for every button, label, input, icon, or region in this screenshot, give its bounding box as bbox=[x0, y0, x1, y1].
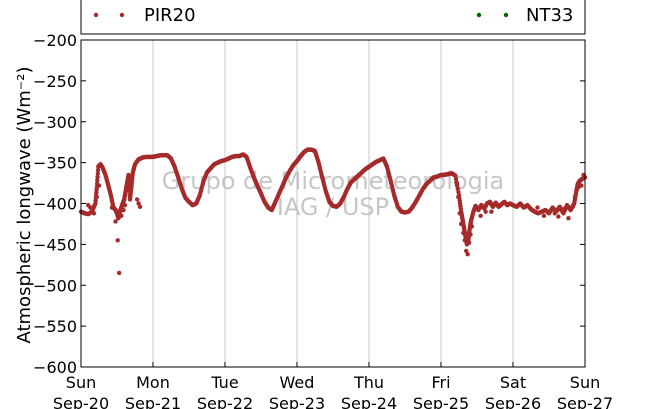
legend-marker-nt33 bbox=[503, 12, 509, 18]
y-axis: −200 −250 −300 −350 −400 −450 −500 −550 −600 bbox=[33, 31, 585, 377]
data-point-outlier bbox=[579, 183, 584, 188]
x-tick-day-label: Wed bbox=[280, 373, 315, 392]
y-tick-label: −200 bbox=[33, 31, 77, 50]
legend-marker-pir20 bbox=[119, 12, 125, 18]
legend-label-nt33: NT33 bbox=[526, 5, 573, 26]
x-tick-date-label: Sep-21 bbox=[125, 394, 181, 409]
x-tick-date-label: Sep-26 bbox=[485, 394, 541, 409]
x-tick-date-label: Sep-22 bbox=[197, 394, 253, 409]
data-point-outlier bbox=[121, 207, 126, 213]
data-point-outlier bbox=[562, 206, 568, 211]
data-point-pir20 bbox=[126, 172, 131, 178]
y-axis-title: Atmospheric longwave (Wm⁻²) bbox=[14, 66, 35, 343]
data-point-outlier bbox=[94, 194, 100, 200]
y-tick-label: −350 bbox=[33, 154, 77, 173]
data-point-outlier bbox=[113, 219, 118, 224]
legend-box bbox=[80, 0, 586, 35]
x-tick-date-label: Sep-25 bbox=[413, 394, 469, 409]
x-tick-day-label: Sat bbox=[500, 373, 526, 392]
y-tick-label: −600 bbox=[33, 358, 77, 377]
data-point-pir20 bbox=[453, 176, 459, 182]
x-tick-day-label: Fri bbox=[431, 373, 450, 392]
data-point-outlier bbox=[465, 251, 470, 257]
x-tick-date-label: Sep-23 bbox=[269, 394, 325, 409]
data-point-outlier bbox=[88, 205, 93, 210]
data-point-pir20 bbox=[95, 174, 100, 180]
y-tick-label: −250 bbox=[33, 72, 77, 91]
y-tick-label: −550 bbox=[33, 317, 77, 336]
x-tick-day-label: Tue bbox=[210, 373, 238, 392]
data-point-outlier bbox=[454, 180, 460, 186]
x-tick-date-label: Sep-27 bbox=[557, 394, 613, 409]
data-point-outlier bbox=[468, 232, 473, 237]
legend-marker-pir20 bbox=[93, 12, 99, 18]
data-point-outlier bbox=[535, 205, 540, 210]
x-tick-day-label: Sun bbox=[66, 373, 96, 392]
legend-label-pir20: PIR20 bbox=[144, 5, 196, 26]
data-point-outlier bbox=[119, 213, 124, 218]
data-point-outlier bbox=[572, 194, 578, 200]
data-point-outlier bbox=[137, 204, 143, 209]
data-point-outlier bbox=[469, 224, 475, 229]
watermark-line1: Grupo de Micrometeorologia bbox=[162, 167, 504, 195]
plot-area: Grupo de Micrometeorologia IAG / USP bbox=[78, 39, 588, 368]
data-point-outlier bbox=[122, 202, 128, 208]
data-points bbox=[78, 147, 588, 276]
y-tick-label: −450 bbox=[33, 235, 77, 254]
x-axis: Sun Sep-20 Mon Sep-21 Tue Sep-22 Wed Sep-23 Thu S… bbox=[53, 362, 613, 409]
data-point-outlier bbox=[134, 197, 140, 202]
data-point-outlier bbox=[458, 221, 464, 227]
data-point-outlier bbox=[456, 194, 461, 200]
x-tick-day-label: Sun bbox=[570, 373, 600, 392]
data-point-pir20 bbox=[455, 186, 460, 191]
data-point-outlier bbox=[91, 211, 97, 216]
data-point-outlier bbox=[489, 209, 494, 214]
y-tick-label: −500 bbox=[33, 276, 77, 295]
data-point-outlier bbox=[109, 205, 115, 210]
data-point-outlier bbox=[541, 213, 547, 218]
x-tick-day-label: Mon bbox=[136, 373, 170, 392]
data-point-outlier bbox=[115, 238, 120, 243]
data-point-pir20 bbox=[126, 176, 131, 182]
data-point-pir20 bbox=[95, 167, 101, 173]
legend-marker-nt33 bbox=[476, 12, 482, 18]
data-point-outlier bbox=[552, 211, 557, 216]
data-point-pir20 bbox=[456, 189, 461, 195]
data-point-outlier bbox=[96, 183, 102, 188]
data-point-outlier bbox=[116, 270, 122, 276]
y-tick-label: −300 bbox=[33, 113, 77, 132]
data-point-outlier bbox=[462, 238, 467, 243]
data-point-pir20 bbox=[95, 178, 100, 183]
x-tick-date-label: Sep-20 bbox=[53, 394, 109, 409]
data-point-outlier bbox=[570, 204, 575, 209]
data-point-pir20 bbox=[95, 171, 101, 176]
legend: PIR20 NT33 bbox=[80, 0, 586, 35]
y-tick-label: −400 bbox=[33, 195, 77, 214]
data-point-outlier bbox=[556, 214, 561, 219]
data-point-pir20 bbox=[453, 173, 458, 178]
data-point-outlier bbox=[566, 216, 571, 221]
data-point-outlier bbox=[461, 230, 466, 236]
x-tick-day-label: Thu bbox=[353, 373, 384, 392]
data-point-outlier bbox=[478, 213, 483, 218]
data-point-outlier bbox=[457, 211, 462, 216]
x-tick-date-label: Sep-24 bbox=[341, 394, 397, 409]
data-point-outlier bbox=[483, 209, 488, 214]
data-point-outlier bbox=[466, 240, 472, 245]
